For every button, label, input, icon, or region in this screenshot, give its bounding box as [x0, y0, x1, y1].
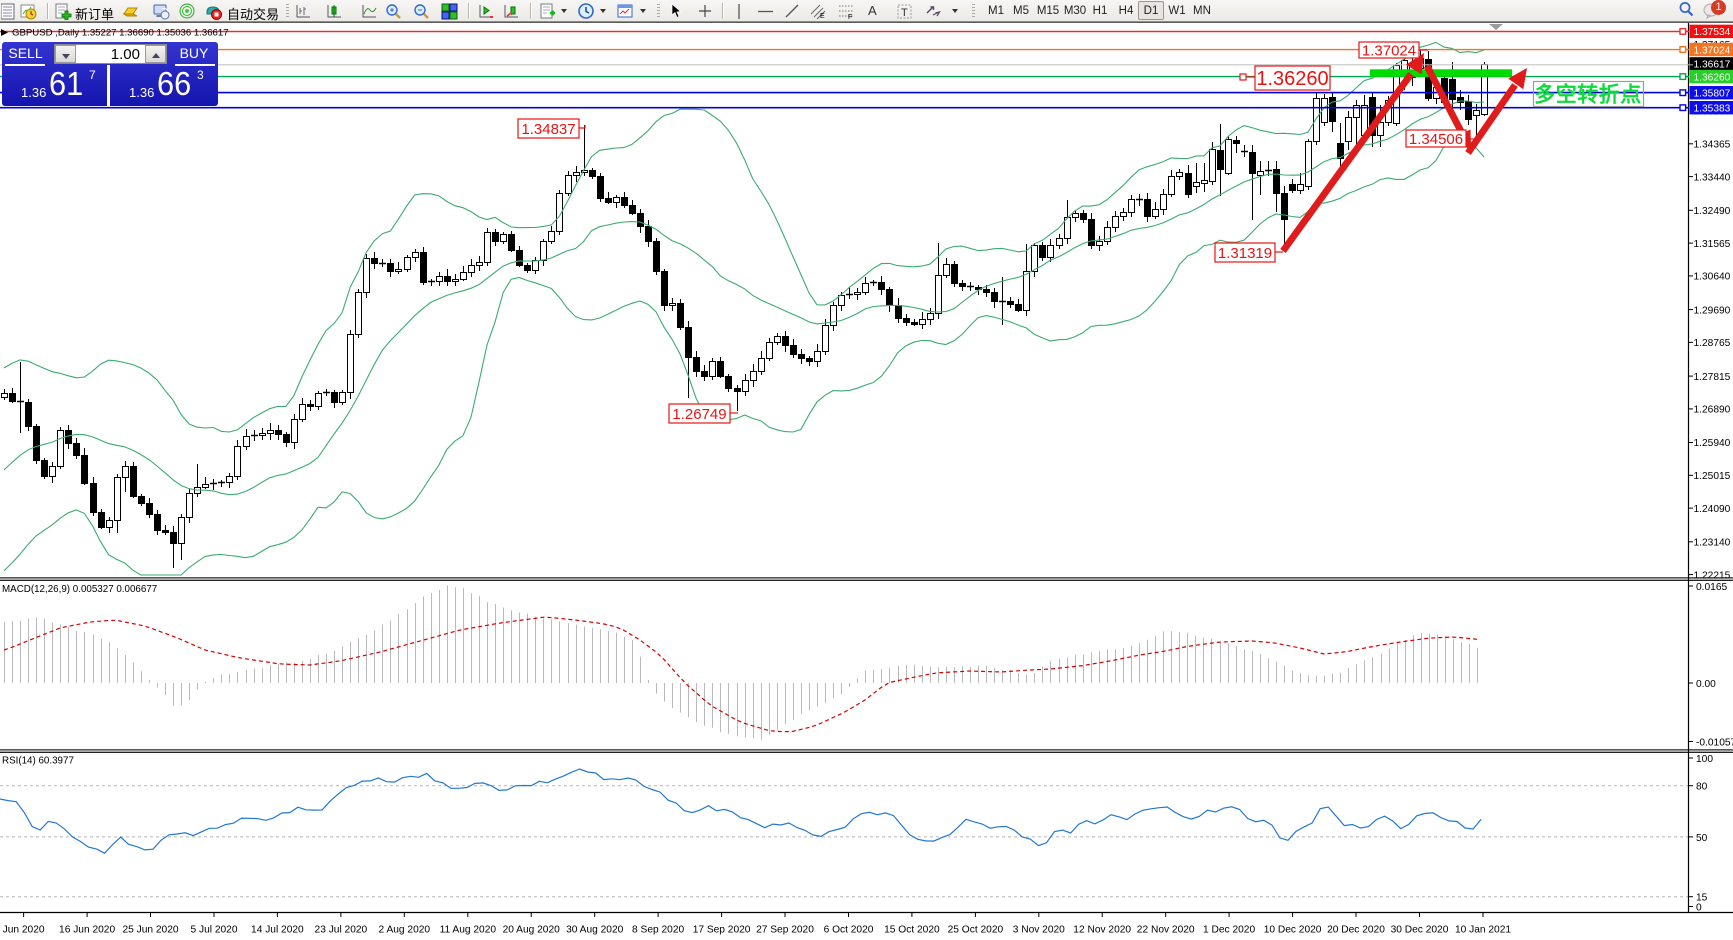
svg-text:50: 50: [1696, 833, 1708, 844]
svg-text:25 Jun 2020: 25 Jun 2020: [122, 925, 178, 936]
svg-text:-0.010571: -0.010571: [1696, 738, 1733, 749]
svg-text:T: T: [901, 7, 908, 19]
svg-text:1 Dec 2020: 1 Dec 2020: [1203, 925, 1255, 936]
svg-text:1.34506: 1.34506: [1409, 131, 1463, 148]
svg-text:0.00: 0.00: [1696, 679, 1716, 690]
svg-text:1.36260: 1.36260: [1694, 72, 1731, 83]
svg-text:14 Jul 2020: 14 Jul 2020: [251, 925, 304, 936]
svg-text:11 Aug 2020: 11 Aug 2020: [440, 925, 497, 936]
svg-text:80: 80: [1696, 782, 1708, 793]
svg-text:16 Jun 2020: 16 Jun 2020: [59, 925, 115, 936]
svg-text:MACD(12,26,9) 0.005327 0.00667: MACD(12,26,9) 0.005327 0.006677: [2, 584, 157, 595]
svg-text:15: 15: [1696, 893, 1708, 904]
svg-text:100: 100: [1696, 754, 1713, 765]
svg-text:30 Dec 2020: 30 Dec 2020: [1391, 925, 1449, 936]
svg-text:1.25015: 1.25015: [1694, 471, 1731, 482]
svg-text:1.26890: 1.26890: [1694, 405, 1731, 416]
svg-text:17 Sep 2020: 17 Sep 2020: [693, 925, 751, 936]
svg-text:1.34365: 1.34365: [1694, 140, 1731, 151]
svg-text:23 Jul 2020: 23 Jul 2020: [315, 925, 368, 936]
svg-text:20 Aug 2020: 20 Aug 2020: [503, 925, 561, 936]
svg-text:RSI(14) 60.3977: RSI(14) 60.3977: [2, 756, 74, 767]
svg-text:1.29690: 1.29690: [1694, 305, 1731, 316]
svg-text:25 Oct 2020: 25 Oct 2020: [948, 925, 1004, 936]
svg-text:1.27815: 1.27815: [1694, 372, 1731, 383]
svg-text:1.37534: 1.37534: [1694, 27, 1731, 38]
svg-text:1.37024: 1.37024: [1362, 42, 1416, 59]
svg-text:2 Aug 2020: 2 Aug 2020: [379, 925, 431, 936]
svg-text:10 Jan 2021: 10 Jan 2021: [1455, 925, 1511, 936]
svg-text:E: E: [820, 13, 825, 20]
svg-text:1.37024: 1.37024: [1694, 45, 1731, 56]
svg-text:1.31319: 1.31319: [1218, 245, 1272, 262]
svg-text:1.31565: 1.31565: [1694, 239, 1731, 250]
svg-text:0: 0: [1696, 903, 1702, 914]
svg-text:22 Nov 2020: 22 Nov 2020: [1137, 925, 1195, 936]
svg-text:3 Nov 2020: 3 Nov 2020: [1013, 925, 1065, 936]
svg-text:1.34837: 1.34837: [521, 121, 575, 138]
svg-text:多空转折点: 多空转折点: [1534, 83, 1642, 107]
svg-text:8 Sep 2020: 8 Sep 2020: [632, 925, 684, 936]
svg-text:1.35383: 1.35383: [1694, 104, 1731, 115]
svg-text:15 Oct 2020: 15 Oct 2020: [884, 925, 940, 936]
svg-text:10 Dec 2020: 10 Dec 2020: [1264, 925, 1322, 936]
svg-text:1.32490: 1.32490: [1694, 206, 1731, 217]
svg-text:6 Oct 2020: 6 Oct 2020: [824, 925, 874, 936]
svg-text:1.25940: 1.25940: [1694, 438, 1731, 449]
svg-text:GBPUSD ,Daily 1.35227 1.36690: GBPUSD ,Daily 1.35227 1.36690 1.35036 1.…: [12, 28, 229, 39]
svg-text:1.26749: 1.26749: [672, 406, 726, 423]
svg-text:Jun 2020: Jun 2020: [3, 925, 45, 936]
svg-text:1.35807: 1.35807: [1694, 89, 1731, 100]
svg-text:1.33440: 1.33440: [1694, 172, 1731, 183]
svg-text:1.22215: 1.22215: [1694, 570, 1731, 581]
svg-text:5 Jul 2020: 5 Jul 2020: [190, 925, 237, 936]
svg-text:20 Dec 2020: 20 Dec 2020: [1327, 925, 1385, 936]
svg-text:1.24090: 1.24090: [1694, 504, 1731, 515]
svg-text:1.36617: 1.36617: [1694, 60, 1731, 71]
svg-text:F: F: [848, 14, 852, 20]
svg-text:1.30640: 1.30640: [1694, 272, 1731, 283]
svg-text:27 Sep 2020: 27 Sep 2020: [756, 925, 814, 936]
svg-text:1.36260: 1.36260: [1256, 68, 1328, 90]
svg-text:30 Aug 2020: 30 Aug 2020: [566, 925, 624, 936]
svg-text:0.0165: 0.0165: [1696, 582, 1727, 593]
svg-text:1.28765: 1.28765: [1694, 338, 1731, 349]
svg-text:12 Nov 2020: 12 Nov 2020: [1073, 925, 1131, 936]
svg-text:1.23140: 1.23140: [1694, 538, 1731, 549]
